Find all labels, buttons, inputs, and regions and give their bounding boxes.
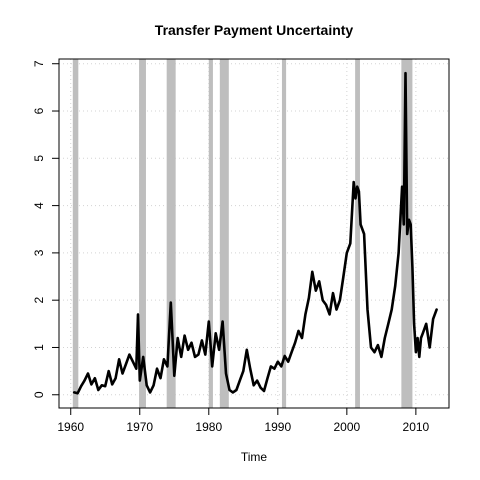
- recession-band: [72, 59, 79, 408]
- y-tick-label: 1: [32, 344, 46, 351]
- y-tick-label: 0: [32, 391, 46, 398]
- y-tick-label: 6: [32, 107, 46, 114]
- recession-band: [281, 59, 287, 408]
- x-tick-label: 1980: [195, 420, 222, 434]
- series-line: [72, 71, 438, 395]
- x-axis: 1960 1970 1980 1990 2000 2010: [57, 407, 430, 434]
- chart-title: Transfer Payment Uncertainty: [155, 22, 354, 38]
- plot-frame: [58, 58, 450, 409]
- x-axis-label: Time: [241, 450, 268, 464]
- y-tick-label: 5: [32, 155, 46, 162]
- recession-band: [355, 59, 360, 408]
- y-tick-label: 3: [32, 249, 46, 256]
- recession-band: [139, 59, 146, 408]
- x-tick-label: 2010: [403, 420, 430, 434]
- recession-band: [219, 59, 229, 408]
- series-layer: [72, 71, 438, 395]
- recession-band: [166, 59, 176, 408]
- recession-band: [208, 59, 213, 408]
- y-axis: 0 1 2 3 4 5 6 7: [32, 60, 60, 398]
- x-tick-label: 1990: [264, 420, 291, 434]
- y-tick-label: 4: [32, 202, 46, 209]
- x-tick-label: 1970: [126, 420, 153, 434]
- x-tick-label: 2000: [333, 420, 360, 434]
- x-tick-label: 1960: [57, 420, 84, 434]
- y-tick-label: 2: [32, 297, 46, 304]
- y-tick-label: 7: [32, 60, 46, 67]
- grid: [59, 59, 449, 408]
